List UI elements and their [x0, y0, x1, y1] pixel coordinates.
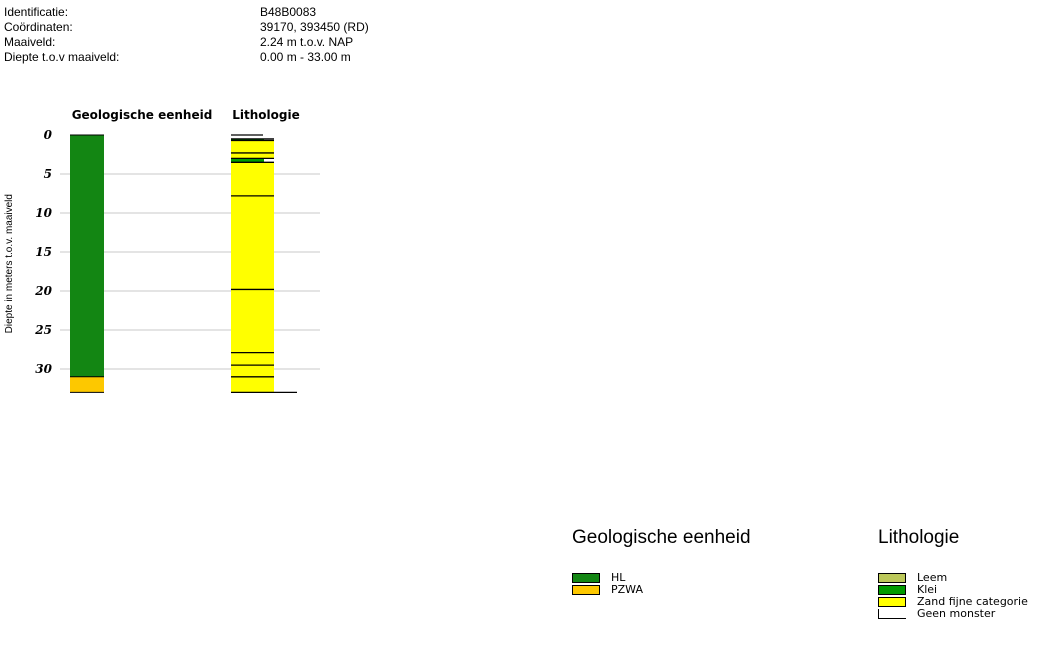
legend-swatch-pzwa — [572, 585, 600, 595]
legend-label-zand: Zand fijne categorie — [917, 595, 1028, 608]
info-value: 39170, 393450 (RD) — [260, 20, 369, 34]
y-tick-label: 10 — [35, 206, 52, 220]
info-label: Identificatie: — [4, 5, 69, 19]
legend-swatch-zand — [878, 597, 906, 607]
lith-interval-geen-monster — [231, 135, 274, 139]
legend-swatch-leem — [878, 573, 906, 583]
legend-swatch-hl — [572, 573, 600, 583]
legend-label-geen-monster: Geen monster — [917, 607, 996, 620]
legend-swatch-geen-monster — [878, 609, 906, 619]
legend-label-hl: HL — [611, 571, 626, 584]
geo-interval-hl — [70, 135, 104, 377]
legend-label-leem: Leem — [917, 571, 948, 584]
info-label: Diepte t.o.v maaiveld: — [4, 50, 120, 64]
legend-label-pzwa: PZWA — [611, 583, 643, 596]
lith-interval-klei — [231, 158, 264, 163]
info-value: 2.24 m t.o.v. NAP — [260, 35, 354, 49]
info-row-coordinaten: Coördinaten: 39170, 393450 (RD) — [4, 20, 504, 35]
info-row-diepte: Diepte t.o.v maaiveld: 0.00 m - 33.00 m — [4, 50, 504, 65]
y-tick-label: 20 — [34, 284, 52, 298]
y-tick-label: 15 — [35, 245, 52, 259]
info-value: 0.00 m - 33.00 m — [260, 50, 351, 64]
column-title: Geologische eenheid — [72, 108, 213, 122]
y-axis-label: Diepte in meters t.o.v. maaiveld — [4, 194, 15, 333]
legend-title-geologische-eenheid: Geologische eenheid — [572, 527, 751, 548]
lith-interval-klei — [231, 138, 264, 141]
legend-swatch-klei — [878, 585, 906, 595]
info-label: Maaiveld: — [4, 35, 56, 49]
info-label: Coördinaten: — [4, 20, 73, 34]
y-tick-label: 30 — [35, 362, 52, 376]
lith-interval-zand-fijne-categorie — [231, 162, 274, 393]
geo-interval-pzwa — [70, 376, 104, 393]
y-tick-label: 0 — [44, 128, 53, 142]
info-row-maaiveld: Maaiveld: 2.24 m t.o.v. NAP — [4, 35, 504, 50]
y-tick-label: 5 — [44, 167, 52, 181]
lith-interval-zand-fijne-categorie — [231, 140, 274, 159]
borehole-info: Identificatie: B48B0083 Coördinaten: 391… — [4, 5, 504, 65]
borehole-chart: 0 5 10 15 20 25 30 Diepte in meters t.o.v. maai… — [4, 108, 320, 394]
y-tick-label: 25 — [34, 323, 52, 337]
column-title: Lithologie — [232, 108, 299, 122]
info-value: B48B0083 — [260, 5, 317, 19]
legend-label-klei: Klei — [917, 583, 938, 596]
info-row-identificatie: Identificatie: B48B0083 — [4, 5, 504, 20]
legend-title-lithologie: Lithologie — [878, 527, 960, 548]
